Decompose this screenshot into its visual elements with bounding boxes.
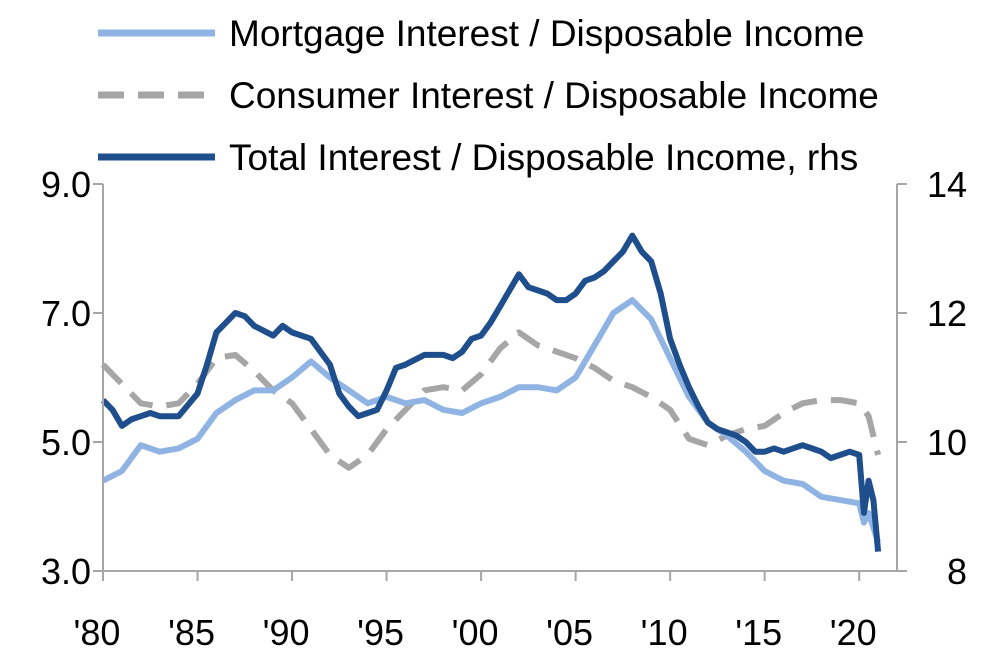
tick-labels: 3.0 5.0 7.0 9.0 8 10 12 14 '80 '85 '90 '95 '00 '05 '10… bbox=[41, 164, 967, 653]
x-tick-label: '00 bbox=[452, 612, 499, 653]
series-line-3 bbox=[100, 232, 882, 552]
series-line-1 bbox=[101, 297, 881, 543]
x-tick-label: '90 bbox=[263, 612, 310, 653]
right-tick-label: 10 bbox=[927, 422, 967, 463]
left-tick-label: 9.0 bbox=[41, 164, 91, 205]
legend-label-3: Total Interest / Disposable Income, rhs bbox=[229, 137, 858, 178]
series-layer bbox=[100, 232, 882, 552]
x-tick-label: '95 bbox=[357, 612, 404, 653]
right-tick-label: 8 bbox=[947, 551, 967, 592]
right-tick-label: 14 bbox=[927, 164, 967, 205]
legend-label-1: Mortgage Interest / Disposable Income bbox=[229, 13, 865, 54]
legend: Mortgage Interest / Disposable Income Con… bbox=[98, 13, 879, 178]
left-tick-label: 7.0 bbox=[41, 293, 91, 334]
x-tick-label: '15 bbox=[735, 612, 782, 653]
x-tick-label: '20 bbox=[830, 612, 877, 653]
x-tick-label: '85 bbox=[168, 612, 215, 653]
series-line-2 bbox=[100, 329, 882, 471]
x-tick-label: '80 bbox=[74, 612, 121, 653]
right-tick-label: 12 bbox=[927, 293, 967, 334]
legend-label-2: Consumer Interest / Disposable Income bbox=[229, 75, 879, 116]
x-tick-label: '10 bbox=[641, 612, 688, 653]
left-tick-label: 5.0 bbox=[41, 422, 91, 463]
left-tick-label: 3.0 bbox=[41, 551, 91, 592]
axes bbox=[93, 183, 907, 581]
x-tick-label: '05 bbox=[546, 612, 593, 653]
